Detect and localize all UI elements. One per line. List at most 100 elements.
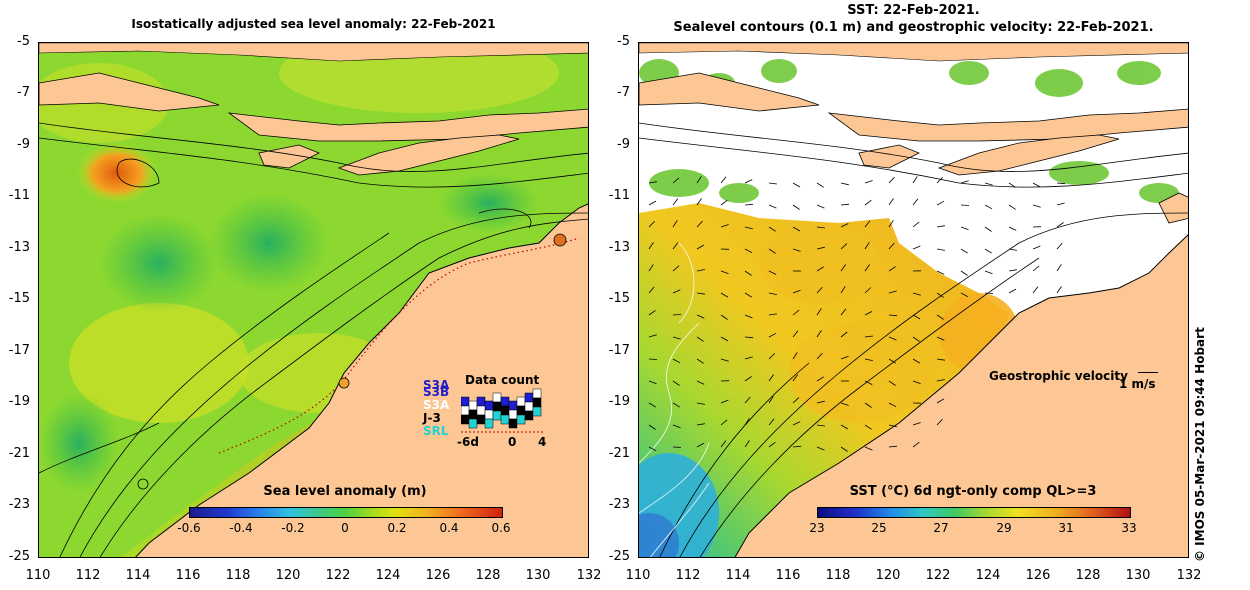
velocity-arrow <box>912 314 921 320</box>
velocity-arrow <box>936 270 945 275</box>
velocity-arrow <box>648 446 657 452</box>
x-tick-label: 124 <box>975 568 1001 583</box>
x-tick-label: 126 <box>1025 568 1051 583</box>
velocity-arrow <box>936 314 944 320</box>
velocity-arrow <box>936 336 945 341</box>
sst-cbar-label: 27 <box>933 521 949 535</box>
velocity-arrow <box>816 266 825 272</box>
x-tick-label: 120 <box>875 568 901 583</box>
sst-colorbar <box>817 507 1131 518</box>
velocity-arrow <box>936 418 943 426</box>
x-tick-label: 122 <box>325 568 351 583</box>
velocity-legend: Geostrophic velocity <box>989 369 1159 383</box>
velocity-arrow <box>744 396 751 404</box>
x-tick-label: 112 <box>75 568 101 583</box>
velocity-arrow <box>888 198 894 206</box>
velocity-arrow <box>720 270 729 274</box>
y-tick-label: -9 <box>617 137 630 152</box>
velocity-arrow <box>768 182 777 185</box>
velocity-arrow <box>672 314 682 316</box>
tide-gauge-marker <box>137 478 149 490</box>
velocity-arrow <box>816 376 825 382</box>
y-tick-label: -11 <box>608 188 630 203</box>
credit-label: © IMOS 05-Mar-2021 09:44 Hobart <box>1193 327 1207 562</box>
velocity-arrow <box>816 182 824 188</box>
velocity-arrow <box>696 358 704 364</box>
velocity-arrow <box>696 198 702 206</box>
y-tick-label: -23 <box>608 497 630 512</box>
velocity-arrow <box>696 423 705 426</box>
x-tick-label: 124 <box>375 568 401 583</box>
timor-land <box>337 134 520 176</box>
dc-axis-label: 4 <box>538 435 547 449</box>
right-map-plot: Geostrophic velocity 1 m/s SST (°C) 6d n… <box>638 42 1189 558</box>
velocity-arrow <box>864 242 870 250</box>
velocity-arrow <box>1056 286 1062 294</box>
velocity-arrow <box>768 353 775 360</box>
velocity-arrow <box>864 402 872 408</box>
velocity-arrow <box>936 358 945 361</box>
velocity-arrow <box>744 356 753 360</box>
north-land <box>39 43 588 62</box>
dc-axis-label: -6d <box>457 435 479 449</box>
sumba-land <box>858 144 920 169</box>
data-count-inset: Data count S3A S3B S3A J-3 SRL <box>421 373 551 453</box>
velocity-arrow <box>792 309 800 316</box>
x-tick-label: 118 <box>825 568 851 583</box>
velocity-arrow <box>720 224 729 228</box>
velocity-arrow <box>648 424 656 430</box>
sla-cbar-label: -0.2 <box>281 521 305 535</box>
velocity-arrow <box>816 226 825 229</box>
dc-axis-label: 0 <box>508 435 517 449</box>
velocity-arrow <box>840 308 847 316</box>
velocity-arrow <box>744 203 754 206</box>
velocity-arrow <box>816 400 825 404</box>
sst-cbar-label: 33 <box>1121 521 1137 535</box>
velocity-arrow <box>696 176 702 184</box>
x-tick-label: 110 <box>625 568 651 583</box>
sla-colorbar-title: Sea level anomaly (m) <box>263 484 427 499</box>
velocity-arrow <box>720 440 727 448</box>
velocity-arrow <box>744 179 753 184</box>
velocity-arrow <box>792 445 802 448</box>
velocity-arrow <box>792 204 800 210</box>
velocity-arrow <box>696 220 703 228</box>
x-tick-label: 114 <box>725 568 751 583</box>
velocity-arrow <box>696 402 705 405</box>
velocity-arrow <box>672 424 681 429</box>
velocity-arrow <box>744 248 753 254</box>
velocity-arrow <box>768 270 777 275</box>
velocity-arrow <box>720 399 729 404</box>
velocity-arrow <box>744 376 752 382</box>
velocity-arrow <box>720 176 727 184</box>
velocity-arrow <box>840 182 849 186</box>
velocity-arrow <box>864 446 873 451</box>
x-tick-label: 120 <box>275 568 301 583</box>
velocity-arrow <box>960 226 969 231</box>
australia-land <box>135 203 588 557</box>
velocity-arrow <box>840 243 848 250</box>
velocity-arrow <box>984 204 993 210</box>
velocity-arrow <box>720 199 728 206</box>
velocity-arrow <box>840 223 849 228</box>
velocity-arrow <box>888 380 896 386</box>
x-tick-label: 128 <box>475 568 501 583</box>
velocity-arrow <box>648 286 655 294</box>
velocity-arrow <box>840 264 847 272</box>
velocity-arrow <box>912 176 918 184</box>
x-tick-label: 118 <box>225 568 251 583</box>
velocity-arrow <box>1032 245 1041 250</box>
java-land <box>639 72 820 112</box>
velocity-arrow <box>864 180 873 184</box>
y-tick-label: -13 <box>8 240 30 255</box>
right-title-line1: SST: 22-Feb-2021. <box>847 3 980 18</box>
velocity-arrow <box>792 248 801 252</box>
velocity-arrow <box>672 402 681 408</box>
velocity-arrow <box>888 242 895 250</box>
y-tick-label: -23 <box>8 497 30 512</box>
velocity-arrow <box>864 264 870 272</box>
velocity-arrow <box>648 221 655 228</box>
velocity-arrow <box>888 220 894 228</box>
velocity-arrow <box>768 313 777 316</box>
velocity-arrow <box>1008 269 1017 272</box>
